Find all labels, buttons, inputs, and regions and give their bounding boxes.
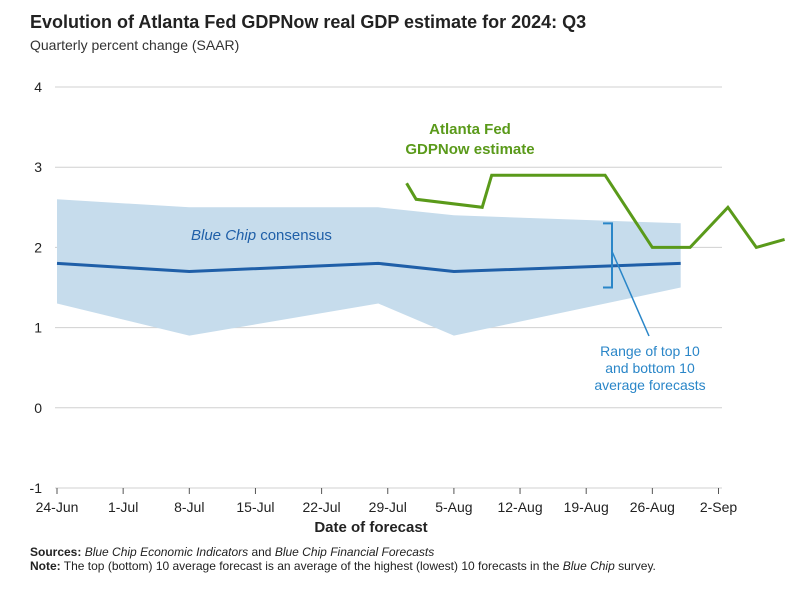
x-axis-label: Date of forecast [314,519,427,536]
chart-subtitle: Quarterly percent change (SAAR) [30,37,240,53]
x-tick-label: 29-Jul [369,499,407,515]
sources-line: Sources: Blue Chip Economic Indicators a… [30,545,770,559]
gdpnow-label: GDPNow estimate [405,141,534,158]
x-tick-label: 8-Jul [174,499,204,515]
x-tick-label: 1-Jul [108,499,138,515]
x-tick-label: 2-Sep [700,499,738,515]
x-tick-label: 24-Jun [36,499,79,515]
x-tick-label: 12-Aug [497,499,542,515]
x-tick-label: 19-Aug [564,499,609,515]
note-text-2: survey. [614,559,656,573]
note-line: Note: The top (bottom) 10 average foreca… [30,559,770,573]
blue-chip-label: Blue Chip consensus [191,227,332,244]
blue-chip-label-rest: consensus [256,227,332,244]
annotation-layer: Atlanta Fed GDPNow estimate Blue Chip cons… [191,121,706,393]
y-tick-label: -1 [30,480,43,496]
range-label: average forecasts [594,377,705,393]
y-tick-label: 4 [34,79,42,95]
range-label: Range of top 10 [600,343,700,359]
range-band [57,199,681,336]
chart-notes: Sources: Blue Chip Economic Indicators a… [30,545,770,573]
y-tick-label: 0 [34,400,42,416]
y-tick-label: 3 [34,159,42,175]
sources-label: Sources: [30,545,82,559]
x-tick-label: 26-Aug [630,499,675,515]
x-tick-label: 22-Jul [303,499,341,515]
sources-item-1: Blue Chip Economic Indicators [84,545,249,559]
y-tick-label: 1 [34,320,42,336]
y-tick-label: 2 [34,239,42,255]
range-label: and bottom 10 [605,360,695,376]
gdpnow-line [405,173,786,250]
blue-chip-consensus-line [56,261,681,274]
blue-chip-label-italic: Blue Chip [191,227,256,244]
x-tick-label: 15-Jul [236,499,274,515]
note-label: Note: [30,559,61,573]
sources-item-2: Blue Chip Financial Forecasts [274,545,435,559]
gdpnow-label: Atlanta Fed [429,121,511,138]
range-pointer [611,251,650,337]
sources-mid: and [248,545,275,559]
note-text-1: The top (bottom) 10 average forecast is … [60,559,563,573]
range-bracket [603,222,613,289]
series-layer [56,173,786,274]
note-italic: Blue Chip [562,559,615,573]
x-tick-label: 5-Aug [435,499,472,515]
chart-area: 4 3 2 1 0 -1 24-Jun 1-Jul 8-Jul 15-Jul 22-Jul 29-Ju… [30,79,786,536]
axis-layer: 4 3 2 1 0 -1 24-Jun 1-Jul 8-Jul 15-Jul 22-Jul 29-Ju… [30,79,738,536]
band-layer [57,199,681,336]
chart-title: Evolution of Atlanta Fed GDPNow real GDP… [30,12,587,32]
